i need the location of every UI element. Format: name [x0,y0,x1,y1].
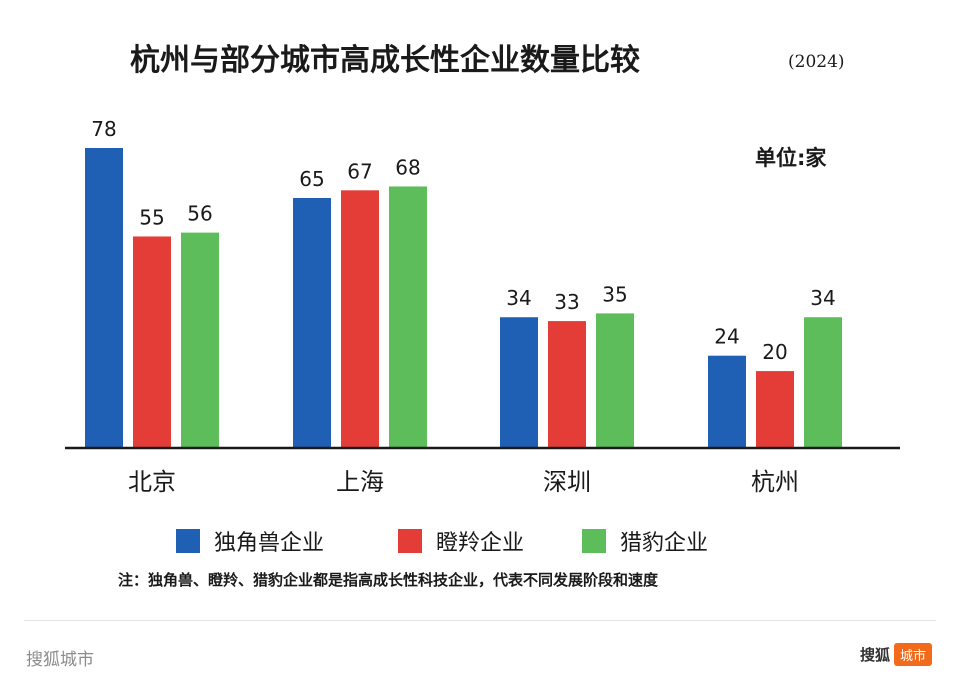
bar-上海-独角兽企业 [293,198,331,448]
bar-上海-猎豹企业 [389,186,427,448]
legend-label: 瞪羚企业 [436,531,524,556]
footer-source: 搜狐城市 [26,650,94,670]
footer-brand-logo[interactable]: 搜狐 城市 [860,643,932,666]
brand-name: 搜狐 [859,646,890,664]
brand-tag: 城市 [893,643,932,666]
footer-divider [24,620,936,621]
bar-杭州-独角兽企业 [708,355,746,448]
legend: 独角兽企业 瞪羚企业 猎豹企业 [176,529,708,556]
chart-title-text: 杭州与部分城市高成长性企业数量比较 [130,43,640,78]
data-label: 34 [506,286,531,310]
category-label: 北京 [128,468,176,496]
data-label: 20 [762,340,787,364]
legend-label: 独角兽企业 [214,531,324,556]
data-label: 34 [810,286,835,310]
legend-swatch [398,529,422,553]
data-label: 68 [395,155,420,179]
category-label: 杭州 [751,468,799,496]
category-label: 深圳 [543,468,591,496]
data-label: 33 [554,290,579,314]
bar-北京-猎豹企业 [181,232,219,448]
bar-杭州-猎豹企业 [804,317,842,448]
bar-chart: 杭州与部分城市高成长性企业数量比较 (2024) 单位:家 78 55 56 65 67… [65,43,900,589]
bars-group [85,148,842,449]
data-label: 35 [602,282,627,306]
chart-title-year: (2024) [788,52,845,72]
data-label: 56 [187,202,212,226]
bar-深圳-独角兽企业 [500,317,538,448]
chart-note: 注：独角兽、瞪羚、猎豹企业都是指高成长性科技企业，代表不同发展阶段和速度 [118,571,659,589]
legend-swatch [582,529,606,553]
category-labels-group: 北京 上海 深圳 杭州 [128,468,799,496]
data-labels-group: 78 55 56 65 67 68 34 33 35 24 20 34 [91,117,835,364]
unit-label: 单位:家 [755,146,827,170]
chart-title: 杭州与部分城市高成长性企业数量比较 (2024) [130,43,845,78]
legend-label: 猎豹企业 [620,531,708,556]
category-label: 上海 [336,468,384,496]
bar-上海-瞪羚企业 [341,190,379,449]
data-label: 65 [299,167,324,191]
bar-北京-独角兽企业 [85,148,123,448]
legend-swatch [176,529,200,553]
bar-北京-瞪羚企业 [133,236,171,448]
data-label: 24 [714,325,739,349]
bar-杭州-瞪羚企业 [756,371,794,448]
data-label: 67 [347,159,372,183]
data-label: 78 [91,117,116,141]
data-label: 55 [139,205,164,229]
bar-深圳-猎豹企业 [596,313,634,448]
bar-深圳-瞪羚企业 [548,321,586,448]
